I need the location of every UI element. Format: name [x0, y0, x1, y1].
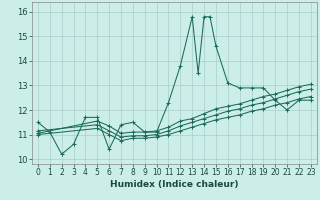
X-axis label: Humidex (Indice chaleur): Humidex (Indice chaleur)	[110, 180, 239, 189]
